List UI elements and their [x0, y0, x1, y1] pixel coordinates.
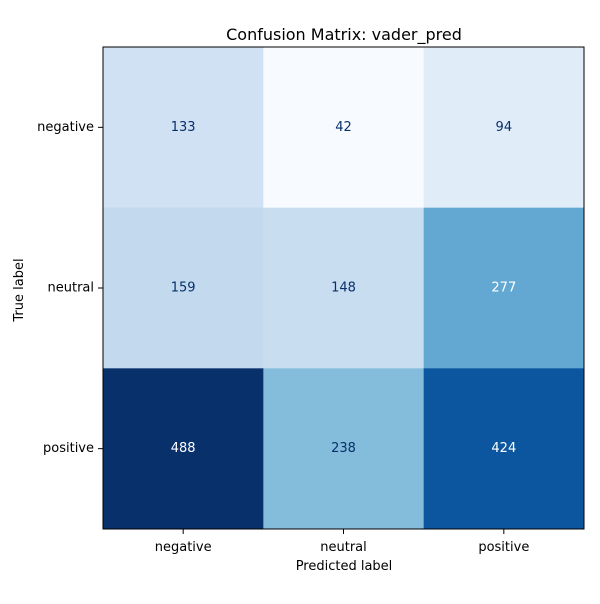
- y-tick-label: positive: [43, 441, 94, 456]
- cell-value-label: 277: [491, 281, 516, 296]
- cell-value-label: 488: [171, 441, 196, 456]
- x-tick-label: positive: [478, 540, 529, 555]
- x-tick-label: negative: [155, 540, 212, 555]
- y-tick-label: neutral: [48, 281, 95, 296]
- chart-title: Confusion Matrix: vader_pred: [226, 25, 462, 45]
- heatmap-cells: [103, 47, 585, 530]
- cell-value-label: 424: [491, 441, 516, 456]
- heatmap-cell-neutral-positive: [423, 207, 585, 369]
- x-axis-label: Predicted label: [296, 559, 393, 574]
- cell-value-label: 148: [331, 281, 356, 296]
- heatmap-cell-negative-neutral: [263, 47, 425, 209]
- heatmap-cell-positive-negative: [103, 368, 264, 530]
- y-axis-ticks: negative neutral positive: [37, 120, 103, 456]
- cell-value-labels: 133 42 94 159 148 277 488 238 424: [171, 120, 516, 456]
- y-axis-label: True label: [12, 258, 27, 322]
- cell-value-label: 159: [171, 281, 196, 296]
- heatmap-cell-neutral-neutral: [263, 207, 425, 369]
- heatmap-cell-positive-neutral: [263, 368, 425, 530]
- heatmap-cell-negative-negative: [103, 47, 264, 209]
- heatmap-cell-positive-positive: [423, 368, 585, 530]
- cell-value-label: 94: [496, 120, 513, 135]
- x-axis-ticks: negative neutral positive: [155, 529, 529, 555]
- x-tick-label: neutral: [320, 540, 367, 555]
- cell-value-label: 238: [331, 441, 356, 456]
- heatmap-cell-neutral-negative: [103, 207, 264, 369]
- cell-value-label: 42: [335, 120, 352, 135]
- cell-value-label: 133: [171, 120, 196, 135]
- heatmap-cell-negative-positive: [423, 47, 585, 209]
- y-tick-label: negative: [37, 120, 94, 135]
